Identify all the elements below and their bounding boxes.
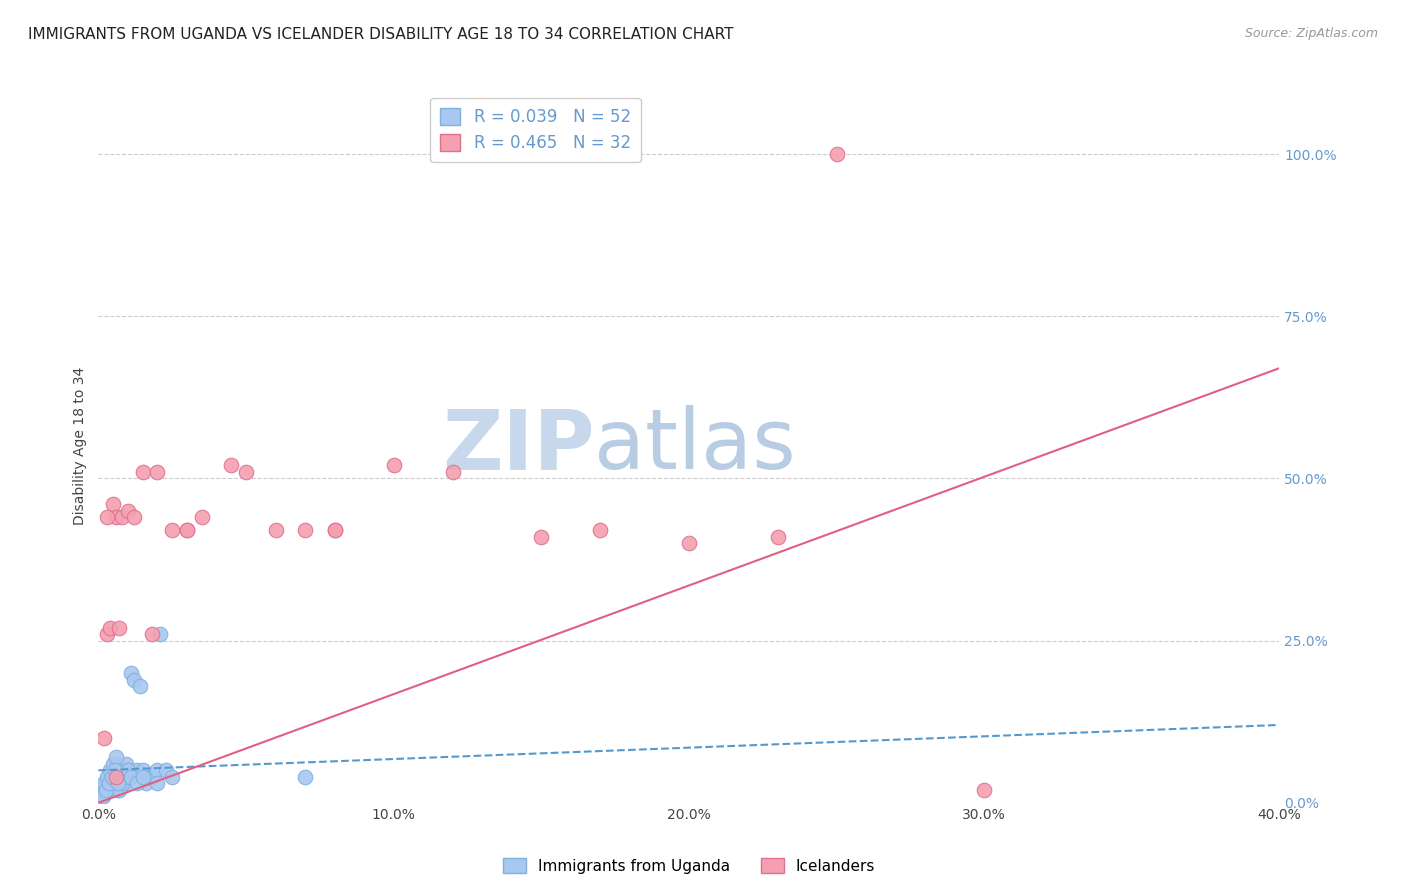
Point [96,770,118,784]
Point [105,770,128,784]
Point [149,627,172,641]
Point [138,770,160,784]
Point [94,782,117,797]
Point [973,782,995,797]
Text: IMMIGRANTS FROM UGANDA VS ICELANDER DISABILITY AGE 18 TO 34 CORRELATION CHART: IMMIGRANTS FROM UGANDA VS ICELANDER DISA… [28,27,734,42]
Point [132,465,155,479]
Point [294,524,316,538]
Point [104,764,127,778]
Point [97,770,120,784]
Point [141,770,163,784]
Point [110,776,132,790]
Point [589,524,612,538]
Point [103,756,125,771]
Point [114,776,136,790]
Point [766,530,789,544]
Point [93,776,115,790]
Point [112,770,135,784]
Point [825,147,848,161]
Point [294,770,316,784]
Point [441,465,464,479]
Point [125,764,148,778]
Point [146,776,169,790]
Point [104,756,127,771]
Point [105,776,128,790]
Point [117,764,139,778]
Point [108,770,131,784]
Point [176,524,198,538]
Legend: Immigrants from Uganda, Icelanders: Immigrants from Uganda, Icelanders [496,852,882,880]
Point [105,750,128,764]
Point [678,536,700,550]
Point [191,510,214,524]
Point [264,524,287,538]
Point [108,782,131,797]
Point [91,789,114,804]
Point [323,524,346,538]
Point [111,510,134,524]
Y-axis label: Disability Age 18 to 34: Disability Age 18 to 34 [73,367,87,525]
Point [98,621,121,635]
Point [107,776,129,790]
Point [323,524,346,538]
Point [176,524,198,538]
Point [94,776,117,790]
Point [146,465,169,479]
Point [91,789,114,804]
Point [128,679,150,693]
Legend: R = 0.039   N = 52, R = 0.465   N = 32: R = 0.039 N = 52, R = 0.465 N = 32 [430,97,641,162]
Point [162,524,183,538]
Point [235,465,257,479]
Point [93,731,115,745]
Point [103,770,125,784]
Point [103,497,125,511]
Point [108,621,131,635]
Point [90,789,112,804]
Point [111,776,134,790]
Point [221,458,243,473]
Point [120,770,142,784]
Point [111,764,134,778]
Point [162,770,183,784]
Point [100,770,122,784]
Point [98,776,121,790]
Point [105,510,128,524]
Point [93,782,115,797]
Point [117,504,139,518]
Point [135,776,157,790]
Point [132,770,155,784]
Point [98,764,121,778]
Point [132,764,155,778]
Text: atlas: atlas [595,406,796,486]
Point [125,776,148,790]
Point [122,510,145,524]
Point [96,627,118,641]
Point [97,776,120,790]
Text: Source: ZipAtlas.com: Source: ZipAtlas.com [1244,27,1378,40]
Point [117,764,139,778]
Point [96,782,118,797]
Point [107,782,129,797]
Point [155,764,177,778]
Point [115,756,138,771]
Point [382,458,405,473]
Point [96,510,118,524]
Point [114,770,136,784]
Point [90,782,112,797]
Text: ZIP: ZIP [441,406,595,486]
Point [120,666,142,681]
Point [146,764,169,778]
Point [530,530,553,544]
Point [100,764,122,778]
Point [141,627,163,641]
Point [122,673,145,687]
